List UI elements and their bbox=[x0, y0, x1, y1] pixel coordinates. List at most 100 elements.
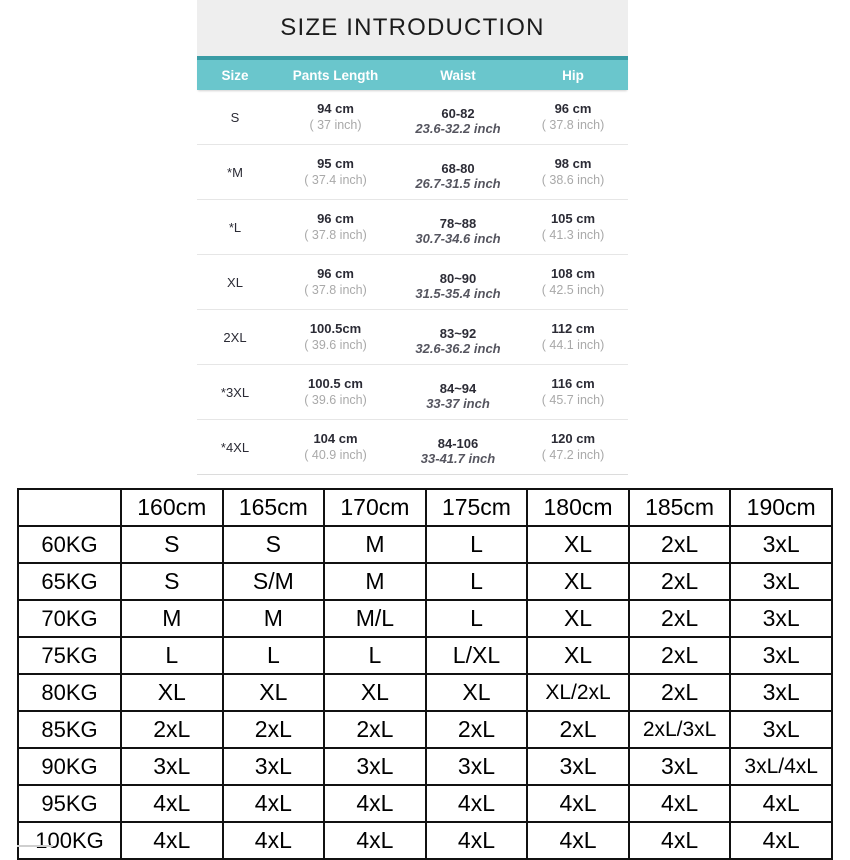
column-header-height-165cm: 165cm bbox=[221, 488, 326, 527]
cell-size-recommendation: 2xL/3xL bbox=[627, 710, 732, 749]
cell-size-recommendation: L bbox=[424, 562, 529, 601]
cell-hip: 120 cm ( 47.2 inch) bbox=[518, 431, 628, 463]
row-header-weight-100KG: 100KG bbox=[17, 821, 122, 860]
hip-cm: 108 cm bbox=[550, 266, 596, 281]
cell-size-recommendation: XL bbox=[526, 599, 630, 638]
hip-cm: 96 cm bbox=[554, 101, 592, 116]
cell-size-recommendation: 4xL bbox=[424, 821, 529, 860]
cell-size: *3XL bbox=[220, 384, 250, 400]
cell-size-recommendation: 4xL bbox=[526, 821, 630, 860]
row-header-weight-70KG: 70KG bbox=[17, 599, 122, 638]
column-header-pants-length: Pants Length bbox=[292, 67, 379, 83]
waist-cm: 78~88 bbox=[439, 216, 477, 231]
cell-size-recommendation: 2xL bbox=[627, 636, 732, 675]
cell-size-recommendation: 2xL bbox=[120, 710, 224, 749]
cell-size-recommendation: 4xL bbox=[221, 784, 326, 823]
cell-waist: 84-106 33-41.7 inch bbox=[398, 427, 518, 467]
cell-size-recommendation: 3xL/4xL bbox=[729, 747, 833, 786]
cell-size-recommendation: 3xL bbox=[120, 747, 224, 786]
column-header-height-190cm: 190cm bbox=[729, 488, 833, 527]
cell-size-recommendation: 3xL bbox=[729, 710, 833, 749]
cell-size-recommendation: 2xL bbox=[221, 710, 326, 749]
pants-length-inch: ( 39.6 inch) bbox=[304, 393, 367, 407]
cell-size-recommendation: M/L bbox=[323, 599, 427, 638]
cell-size-recommendation: 4xL bbox=[729, 821, 833, 860]
table-row: 100KG 4xL 4xL 4xL 4xL 4xL 4xL 4xL bbox=[17, 821, 833, 860]
cell-size-recommendation: M bbox=[323, 562, 427, 601]
cell-hip: 116 cm ( 45.7 inch) bbox=[518, 376, 628, 408]
size-table-body: S 94 cm( 37 inch) 60-82 23.6-32.2 inch 96 cm… bbox=[197, 90, 628, 475]
pants-length-cm: 104 cm bbox=[313, 431, 358, 446]
hip-cm: 98 cm bbox=[554, 156, 592, 171]
cell-pants-length: 94 cm ( 37 inch) bbox=[273, 101, 398, 133]
hip-cm: 116 cm bbox=[551, 376, 595, 391]
column-header-height-170cm: 170cm bbox=[323, 488, 427, 527]
cell-size: *M bbox=[227, 164, 243, 180]
cell-size-recommendation: 3xL bbox=[729, 525, 833, 564]
row-header-weight-90KG: 90KG bbox=[17, 747, 122, 786]
hip-inch: ( 47.2 inch) bbox=[541, 448, 605, 462]
waist-inch: 30.7-34.6 inch bbox=[415, 231, 501, 246]
waist-inch: 26.7-31.5 inch bbox=[415, 176, 501, 191]
cell-size: *4XL bbox=[220, 439, 250, 455]
cell-size: XL bbox=[227, 274, 243, 290]
cell-size-recommendation: L bbox=[221, 636, 326, 675]
table-row: 65KG S S/M M L XL 2xL 3xL bbox=[17, 562, 833, 601]
table-row-header: 160cm 165cm 170cm 175cm 180cm 185cm 190cm bbox=[17, 488, 833, 527]
cell-size: 2XL bbox=[223, 329, 247, 345]
corner-cell bbox=[17, 488, 122, 527]
table-row: *3XL 100.5 cm( 39.6 inch) 84~94 33-37 inch 1… bbox=[197, 365, 628, 420]
cell-size-recommendation: XL bbox=[221, 673, 326, 712]
height-weight-size-table: 160cm 165cm 170cm 175cm 180cm 185cm 190cm 60KG… bbox=[17, 488, 833, 860]
cell-waist: 78~88 30.7-34.6 inch bbox=[398, 207, 518, 247]
row-header-weight-75KG: 75KG bbox=[17, 636, 122, 675]
table-row: 60KG S S M L XL 2xL 3xL bbox=[17, 525, 833, 564]
pants-length-cm: 96 cm bbox=[317, 266, 354, 281]
cell-size-recommendation: 3xL bbox=[526, 747, 630, 786]
hip-cm: 120 cm bbox=[550, 431, 596, 446]
cell-size: *L bbox=[228, 219, 242, 235]
cell-waist: 60-82 23.6-32.2 inch bbox=[398, 97, 518, 137]
pants-length-inch: ( 37.8 inch) bbox=[304, 283, 367, 297]
cell-size-recommendation: 2xL bbox=[323, 710, 427, 749]
cell-size-recommendation: S bbox=[221, 525, 326, 564]
table-row: *4XL 104 cm ( 40.9 inch) 84-106 33-41.7 inch… bbox=[197, 420, 628, 475]
cell-hip: 105 cm ( 41.3 inch) bbox=[518, 211, 628, 243]
cell-hip: 112 cm ( 44.1 inch) bbox=[518, 321, 628, 353]
waist-inch: 23.6-32.2 inch bbox=[415, 121, 501, 136]
column-header-height-185cm: 185cm bbox=[627, 488, 732, 527]
column-header-height-175cm: 175cm bbox=[424, 488, 529, 527]
height-weight-header: 160cm 165cm 170cm 175cm 180cm 185cm 190cm bbox=[17, 488, 833, 527]
waist-inch: 31.5-35.4 inch bbox=[415, 286, 501, 301]
cell-size-recommendation: 3xL bbox=[323, 747, 427, 786]
cell-waist: 84~94 33-37 inch bbox=[398, 372, 518, 412]
cell-size-recommendation: 4xL bbox=[221, 821, 326, 860]
pants-length-cm: 100.5 cm bbox=[308, 376, 363, 391]
pants-length-inch: ( 40.9 inch) bbox=[304, 448, 367, 462]
cell-size-recommendation: 2xL bbox=[627, 599, 732, 638]
cell-pants-length: 100.5cm ( 39.6 inch) bbox=[273, 321, 398, 353]
table-row: XL 96 cm( 37.8 inch) 80~90 31.5-35.4 inch 10… bbox=[197, 255, 628, 310]
cell-size-recommendation: XL bbox=[526, 562, 630, 601]
table-row: 70KG M M M/L L XL 2xL 3xL bbox=[17, 599, 833, 638]
pants-length-inch: ( 37 inch) bbox=[309, 118, 362, 132]
cell-waist: 68-80 26.7-31.5 inch bbox=[398, 152, 518, 192]
waist-cm: 68-80 bbox=[441, 161, 475, 176]
cell-size-recommendation: 3xL bbox=[221, 747, 326, 786]
waist-cm: 83~92 bbox=[439, 326, 477, 341]
cell-size-recommendation: 4xL bbox=[729, 784, 833, 823]
cell-size-recommendation: 4xL bbox=[323, 784, 427, 823]
hip-cm: 105 cm bbox=[550, 211, 596, 226]
hip-inch: ( 41.3 inch) bbox=[541, 228, 605, 242]
cell-size-recommendation: M bbox=[323, 525, 427, 564]
size-table-header-row: Size Pants Length Waist Hip bbox=[197, 56, 628, 90]
cell-hip: 98 cm ( 38.6 inch) bbox=[518, 156, 628, 188]
cell-size-recommendation: XL bbox=[526, 636, 630, 675]
row-header-weight-80KG: 80KG bbox=[17, 673, 122, 712]
cell-size-recommendation: XL/2xL bbox=[526, 673, 630, 712]
cell-size-recommendation: 4xL bbox=[323, 821, 427, 860]
cell-pants-length: 96 cm ( 37.8 inch) bbox=[273, 211, 398, 243]
table-row: *M 95 cm( 37.4 inch) 68-80 26.7-31.5 inch 98… bbox=[197, 145, 628, 200]
cell-size-recommendation: L bbox=[323, 636, 427, 675]
pants-length-inch: ( 39.6 inch) bbox=[304, 338, 367, 352]
